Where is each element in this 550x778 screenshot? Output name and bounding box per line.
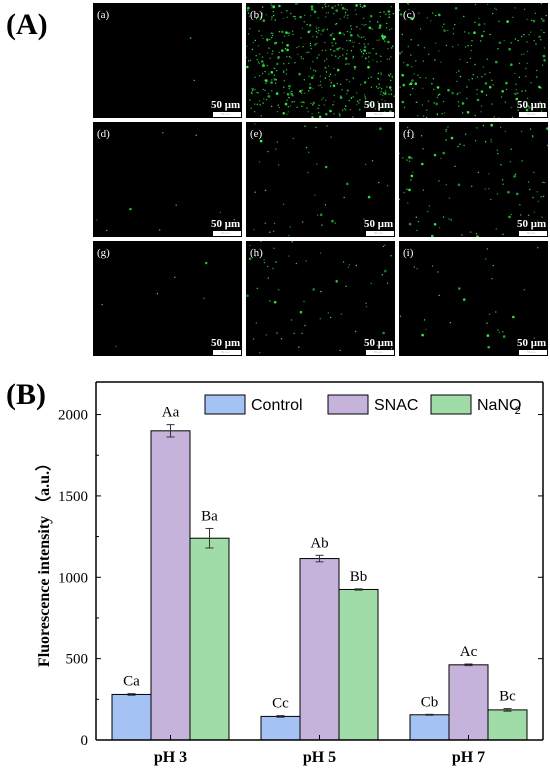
micrograph-label: (f)	[403, 128, 414, 140]
micrograph-image	[399, 3, 547, 118]
micrograph-b: (b) 50 μm 50 μm	[246, 3, 395, 118]
bar-control-1	[260, 715, 301, 741]
scale-bar-label: 50 μm	[211, 99, 241, 111]
bar-snac-2	[448, 664, 489, 741]
micrograph-g: (g) 50 μm 50 μm	[93, 241, 242, 356]
significance-label: Cb	[421, 694, 439, 710]
scale-bar	[366, 350, 394, 355]
scale-bar-fine-print: 50 μm	[221, 231, 230, 235]
significance-label: Ba	[201, 508, 218, 524]
scale-bar-label: 50 μm	[364, 99, 394, 111]
micrograph-label: (h)	[250, 247, 263, 259]
bar-control-0	[111, 693, 152, 741]
micrograph-image	[253, 123, 389, 237]
scale-bar	[519, 112, 547, 117]
scale-bar	[213, 350, 241, 355]
scale-bar-label: 50 μm	[517, 337, 547, 349]
scale-bar-fine-print: 50 μm	[374, 231, 383, 235]
micrograph-f: (f) 50 μm 50 μm	[399, 122, 548, 237]
micrograph-h: (h) 50 μm 50 μm	[246, 241, 395, 356]
scale-bar	[213, 231, 241, 236]
micrograph-grid: (a) 50 μm 50 μm (b) 50 μm 50 μm (c) 50 μm 50 μm(…	[93, 3, 548, 359]
scale-bar-fine-print: 50 μm	[221, 350, 230, 354]
micrograph-image	[189, 37, 195, 82]
legend-label: NaNO	[477, 397, 521, 414]
significance-label: Ac	[460, 644, 478, 660]
legend-label-subscript: 2	[515, 405, 521, 417]
panel-b-label: (B)	[6, 378, 46, 411]
significance-label: Cc	[272, 696, 289, 712]
bar-nano-2	[487, 709, 528, 741]
bar-snac-1	[299, 558, 340, 741]
scale-bar	[366, 112, 394, 117]
y-tick-label: 2000	[58, 408, 88, 424]
scale-bar-fine-print: 50 μm	[374, 112, 383, 116]
significance-label: Bc	[499, 689, 516, 705]
scale-bar-fine-print: 50 μm	[527, 231, 536, 235]
micrograph-image	[399, 123, 548, 237]
y-tick-label: 0	[81, 733, 89, 749]
x-tick-label: pH 5	[303, 749, 336, 766]
scale-bar	[519, 231, 547, 236]
significance-label: Ca	[123, 674, 140, 690]
y-tick-label: 1500	[58, 489, 88, 505]
scale-bar	[366, 231, 394, 236]
y-tick-label: 1000	[58, 570, 88, 586]
x-tick-label: pH 7	[452, 749, 485, 766]
bar-nano-0	[189, 537, 230, 741]
y-tick-label: 500	[66, 652, 89, 668]
micrograph-e: (e) 50 μm 50 μm	[246, 122, 395, 237]
scale-bar-label: 50 μm	[517, 99, 547, 111]
legend-label: SNAC	[374, 397, 418, 414]
micrograph-label: (i)	[403, 247, 414, 259]
micrograph-label: (g)	[97, 247, 110, 259]
legend-label: Control	[251, 397, 303, 414]
micrograph-i: (i) 50 μm 50 μm	[399, 241, 548, 356]
legend-swatch-control	[204, 394, 246, 415]
micrograph-label: (e)	[250, 128, 263, 140]
scale-bar-label: 50 μm	[211, 218, 241, 230]
x-tick-label: pH 3	[154, 749, 187, 766]
y-axis-label: Fluorescence intensity （a.u.）	[35, 455, 53, 667]
micrograph-image	[246, 241, 393, 354]
micrograph-d: (d) 50 μm 50 μm	[93, 122, 242, 237]
scale-bar-label: 50 μm	[364, 218, 394, 230]
panel-a-label: (A)	[6, 8, 48, 41]
significance-label: Ab	[310, 535, 328, 551]
scale-bar-label: 50 μm	[211, 337, 241, 349]
scale-bar-label: 50 μm	[364, 337, 394, 349]
scale-bar-label: 50 μm	[517, 218, 547, 230]
micrograph-label: (c)	[403, 9, 416, 21]
scale-bar-fine-print: 50 μm	[221, 112, 230, 116]
scale-bar	[519, 350, 547, 355]
legend-swatch-snac	[327, 394, 369, 415]
micrograph-image	[101, 261, 208, 347]
micrograph-label: (b)	[250, 9, 263, 21]
micrograph-label: (d)	[97, 128, 110, 140]
fluorescence-bar-chart: Ca Cc Cb Aa Ab Ac Ba Bb Bc 0 500 1000 1500 2000 pH 3 pH…	[35, 381, 544, 766]
scale-bar	[213, 112, 241, 117]
bar-control-2	[409, 714, 450, 741]
legend-swatch-nano	[430, 394, 472, 415]
micrograph-image	[399, 247, 539, 349]
significance-label: Bb	[350, 569, 368, 585]
scale-bar-fine-print: 50 μm	[527, 350, 536, 354]
micrograph-a: (a) 50 μm 50 μm	[93, 3, 242, 118]
significance-label: Aa	[162, 405, 180, 421]
bar-snac-0	[150, 430, 191, 741]
micrograph-image	[246, 3, 395, 118]
bar-nano-1	[338, 588, 379, 741]
micrograph-label: (a)	[97, 9, 110, 21]
micrograph-image	[96, 132, 235, 232]
micrograph-c: (c) 50 μm 50 μm	[399, 3, 548, 118]
scale-bar-fine-print: 50 μm	[374, 350, 383, 354]
scale-bar-fine-print: 50 μm	[527, 112, 536, 116]
